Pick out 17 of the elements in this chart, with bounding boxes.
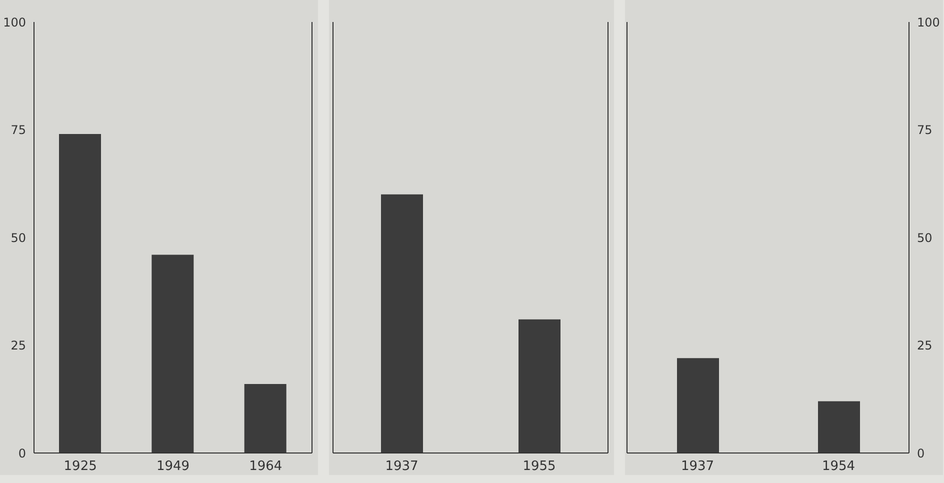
x-tick-label: 1954 <box>822 459 856 474</box>
x-tick-label: 1937 <box>385 459 418 474</box>
y2-tick-label: 100 <box>917 15 940 30</box>
x-tick-label: 1955 <box>522 459 556 474</box>
y-tick-label: 50 <box>10 230 26 245</box>
x-tick-label: 1949 <box>156 459 190 474</box>
y2-tick-label: 0 <box>917 446 925 460</box>
x-tick-label: 1964 <box>249 459 282 474</box>
y2-tick-label: 50 <box>917 230 932 245</box>
y2-tick-label: 25 <box>917 338 932 353</box>
y-tick-label: 0 <box>18 446 26 460</box>
x-tick-label: 1925 <box>64 459 97 474</box>
y-tick-label: 75 <box>10 123 26 138</box>
y-tick-label: 25 <box>10 338 26 353</box>
x-tick-label: 1937 <box>680 459 714 474</box>
y-tick-label: 100 <box>3 15 26 30</box>
y2-tick-label: 75 <box>917 123 932 138</box>
